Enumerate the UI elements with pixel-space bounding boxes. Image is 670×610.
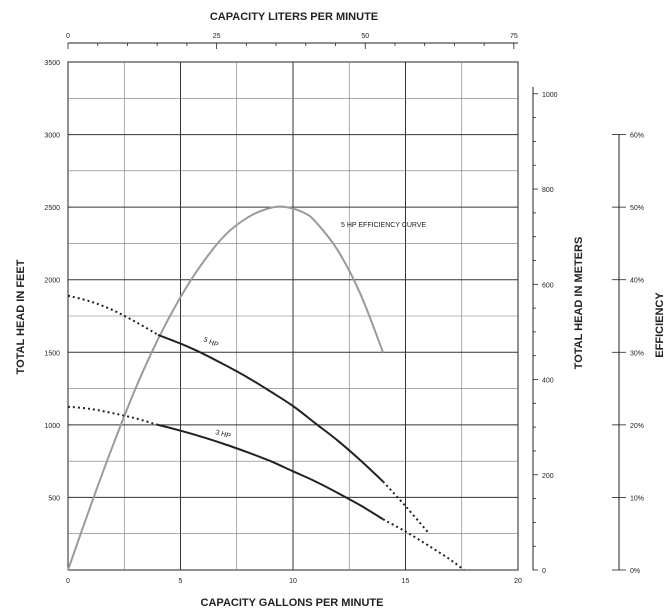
label-3hp: 3 HP [214,429,231,440]
y-tick-label: 3000 [44,133,60,140]
curve-5hp-dotted-end [382,480,429,533]
label-5hp: 5 HP [202,336,219,349]
curves [67,205,465,571]
x-tick-label: 5 [179,578,183,585]
x-tick-label: 0 [66,578,70,585]
efficiency-axis-title: EFFICIENCY [654,292,666,358]
label-efficiency-curve: 5 HP EFFICIENCY CURVE [341,222,427,229]
x-tick-label: 20 [514,578,522,585]
grid [67,61,519,571]
curve-5hp-solid [157,333,384,483]
efficiency-tick-label: 40% [630,278,644,285]
efficiency-tick-label: 20% [630,423,644,430]
efficiency-tick-label: 10% [630,495,644,502]
top-tick-label: 75 [510,33,518,40]
x-tick-label: 10 [289,578,297,585]
y-tick-label: 2500 [44,205,60,212]
top-tick-label: 0 [66,33,70,40]
meters-axis-title: TOTAL HEAD IN METERS [573,237,585,370]
top-tick-label: 25 [213,33,221,40]
y-tick-label: 1000 [44,423,60,430]
curve-3hp-dotted-start [67,405,159,426]
meters-tick-label: 800 [542,187,554,194]
y-axis-title: TOTAL HEAD IN FEET [15,259,27,374]
curve-5hp-dotted-start [67,294,159,336]
y-tick-label: 500 [48,495,60,502]
y-tick-label: 2000 [44,278,60,285]
top-tick-label: 50 [361,33,369,40]
x-tick-label: 15 [402,578,410,585]
y-tick-label: 3500 [44,60,60,67]
meters-tick-label: 0 [542,568,546,575]
top-axis-title: CAPACITY LITERS PER MINUTE [210,11,378,23]
efficiency-tick-label: 50% [630,205,644,212]
y-tick-label: 1500 [44,350,60,357]
efficiency-curve-line [67,205,384,571]
meters-tick-label: 200 [542,473,554,480]
efficiency-tick-label: 60% [630,133,644,140]
x-axis-title: CAPACITY GALLONS PER MINUTE [201,597,384,609]
curve-3hp-solid [157,423,384,521]
meters-tick-label: 600 [542,282,554,289]
efficiency-tick-label: 0% [630,568,640,575]
meters-tick-label: 1000 [542,92,558,99]
efficiency-tick-label: 30% [630,350,644,357]
meters-tick-label: 400 [542,378,554,385]
